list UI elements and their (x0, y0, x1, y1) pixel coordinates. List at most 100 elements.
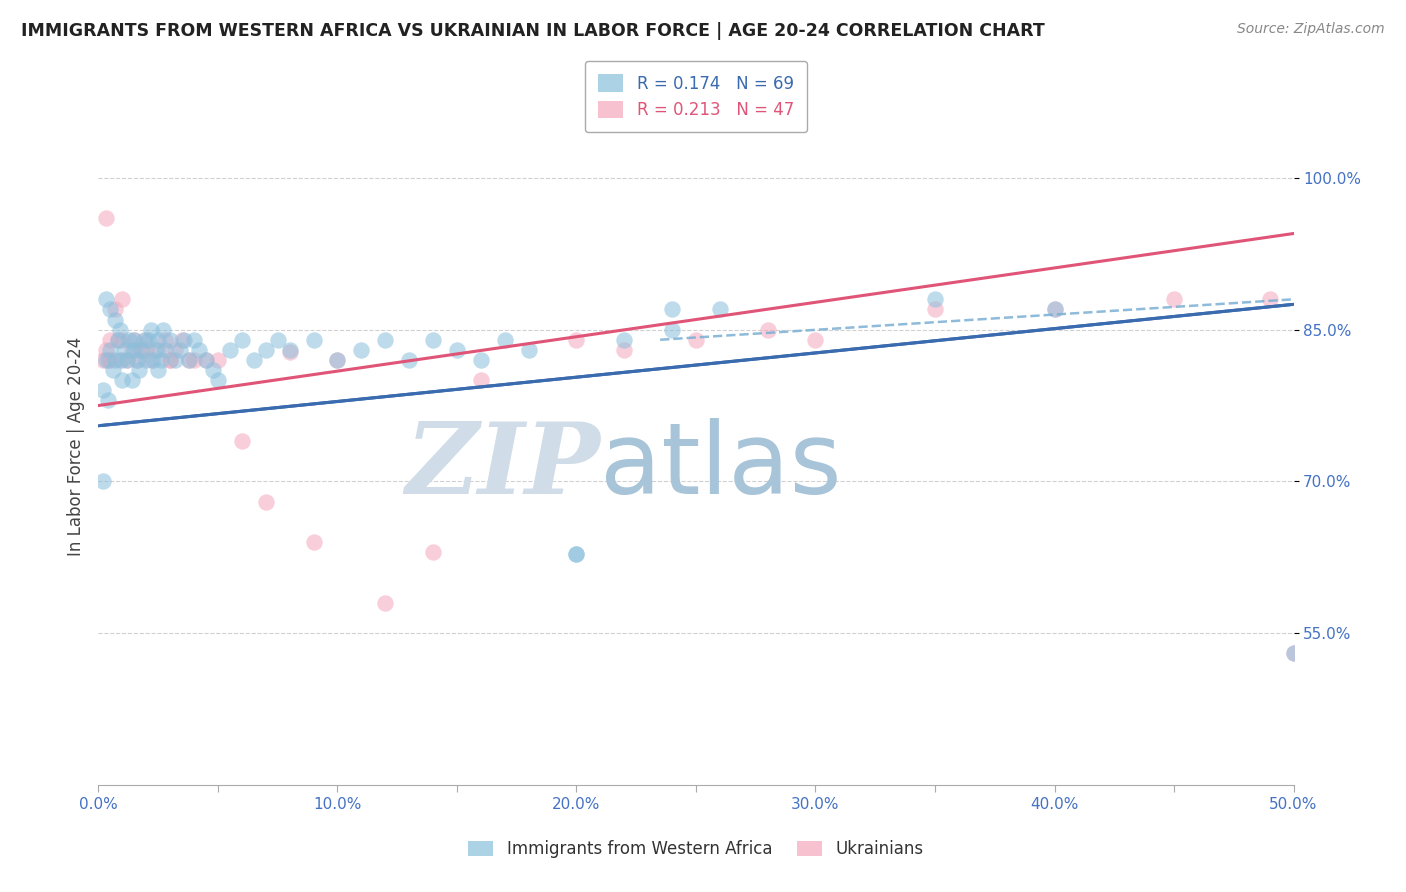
Text: atlas: atlas (600, 417, 842, 515)
Point (148, 343, 170, 357)
Point (115, 353, 138, 368)
Point (374, 596, 396, 610)
Point (111, 373, 134, 387)
Point (169, 343, 191, 357)
Y-axis label: In Labor Force | Age 20-24: In Labor Force | Age 20-24 (66, 336, 84, 556)
Point (114, 343, 136, 357)
Point (135, 353, 157, 368)
Point (132, 333, 155, 347)
Point (422, 545, 444, 559)
Text: ZIP: ZIP (405, 418, 600, 515)
Point (159, 353, 181, 368)
Point (124, 333, 146, 347)
Point (565, 547, 588, 561)
Point (470, 353, 492, 368)
Point (494, 333, 516, 347)
Point (231, 333, 253, 347)
Point (91, 353, 114, 368)
Point (195, 353, 218, 368)
Point (565, 547, 588, 561)
Point (149, 353, 172, 368)
Text: Source: ZipAtlas.com: Source: ZipAtlas.com (1237, 22, 1385, 37)
Point (145, 343, 167, 357)
Point (756, 323, 779, 337)
Point (138, 333, 160, 347)
Point (124, 333, 146, 347)
Point (1163, 293, 1185, 307)
Point (155, 343, 177, 357)
Point (254, 343, 277, 357)
Point (254, 494, 277, 508)
Point (517, 343, 540, 357)
Point (326, 353, 349, 368)
Point (155, 333, 177, 347)
Point (94, 353, 117, 368)
Point (135, 343, 157, 357)
Point (98, 353, 122, 368)
Point (97, 353, 120, 368)
Text: IMMIGRANTS FROM WESTERN AFRICA VS UKRAINIAN IN LABOR FORCE | AGE 20-24 CORRELATI: IMMIGRANTS FROM WESTERN AFRICA VS UKRAIN… (21, 22, 1045, 40)
Point (398, 353, 420, 368)
Point (179, 353, 201, 368)
Point (207, 373, 229, 387)
Point (111, 333, 134, 347)
Point (104, 302, 127, 317)
Point (187, 343, 209, 357)
Point (148, 363, 170, 377)
Point (94, 343, 117, 357)
Point (231, 434, 253, 448)
Point (565, 333, 588, 347)
Point (374, 333, 396, 347)
Point (107, 333, 129, 347)
Point (135, 333, 157, 347)
Point (111, 353, 134, 368)
Point (1043, 302, 1066, 317)
Point (173, 333, 195, 347)
Point (98, 343, 122, 357)
Point (98, 302, 122, 317)
Point (326, 353, 349, 368)
Point (128, 363, 150, 377)
Point (278, 343, 301, 357)
Point (172, 333, 194, 347)
Point (121, 343, 143, 357)
Point (183, 353, 205, 368)
Point (107, 333, 129, 347)
Legend: Immigrants from Western Africa, Ukrainians: Immigrants from Western Africa, Ukrainia… (461, 833, 931, 864)
Point (661, 323, 683, 337)
Point (139, 353, 162, 368)
Point (108, 353, 131, 368)
Point (104, 312, 127, 326)
Point (148, 333, 170, 347)
Point (685, 333, 707, 347)
Point (91, 475, 114, 489)
Point (131, 343, 153, 357)
Point (1043, 302, 1066, 317)
Point (613, 343, 636, 357)
Point (804, 333, 827, 347)
Point (243, 353, 266, 368)
Point (125, 353, 148, 368)
Point (163, 353, 186, 368)
Point (163, 343, 186, 357)
Point (302, 535, 325, 549)
Point (267, 333, 290, 347)
Point (159, 333, 181, 347)
Point (139, 323, 162, 337)
Point (142, 353, 165, 368)
Point (108, 323, 131, 337)
Point (195, 353, 218, 368)
Point (350, 343, 373, 357)
Point (446, 343, 468, 357)
Point (661, 302, 683, 317)
Point (202, 363, 225, 377)
Point (111, 293, 134, 307)
Point (1282, 647, 1305, 661)
Point (470, 373, 492, 387)
Point (219, 343, 242, 357)
Point (115, 353, 138, 368)
Point (152, 323, 174, 337)
Point (101, 363, 124, 377)
Point (183, 333, 205, 347)
Point (91, 384, 114, 398)
